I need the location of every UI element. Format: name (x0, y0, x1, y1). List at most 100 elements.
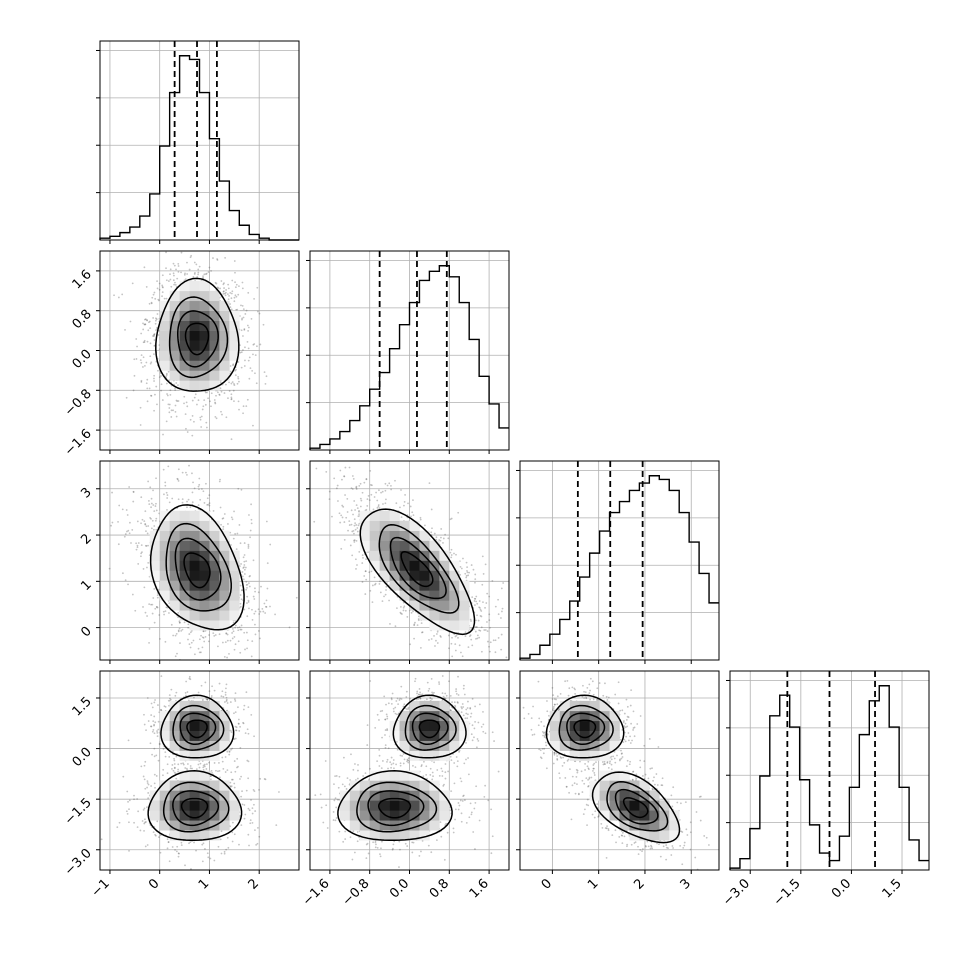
scatter-point (124, 328, 126, 331)
scatter-point (161, 284, 164, 287)
scatter-point (150, 301, 153, 304)
scatter-point (173, 264, 176, 267)
scatter-point (173, 274, 175, 277)
scatter-point (547, 648, 549, 650)
scatter-point (341, 478, 343, 481)
scatter-point (162, 610, 165, 613)
scatter-point (256, 826, 259, 829)
density-cell (219, 330, 230, 341)
scatter-point (243, 542, 246, 544)
scatter-point (186, 273, 189, 275)
scatter-point (478, 629, 481, 632)
density-cell (229, 330, 240, 341)
scatter-point (337, 500, 339, 502)
density-cell (409, 540, 420, 551)
scatter-point (252, 353, 254, 356)
density-cell (189, 540, 200, 551)
scatter-point (155, 528, 158, 531)
scatter-point (265, 375, 268, 378)
scatter-point (248, 844, 250, 847)
scatter-point (501, 607, 504, 610)
scatter-point (177, 400, 180, 402)
scatter-point (231, 637, 234, 640)
scatter-point (168, 407, 171, 409)
scatter-point (249, 529, 252, 532)
scatter-point (265, 606, 268, 608)
scatter-point (202, 630, 205, 633)
scatter-point (224, 291, 227, 294)
density-cell (369, 530, 380, 541)
scatter-point (151, 296, 154, 299)
scatter-point (229, 306, 232, 309)
scatter-point (189, 418, 192, 421)
scatter-point (175, 415, 178, 418)
scatter-point (414, 621, 416, 624)
scatter-point (464, 635, 467, 638)
scatter-point (153, 332, 156, 335)
scatter-point (134, 609, 137, 612)
scatter-point (370, 570, 373, 573)
scatter-point (254, 590, 256, 593)
scatter-point (240, 795, 243, 798)
scatter-point (135, 542, 138, 545)
scatter-point (242, 349, 244, 351)
scatter-point (192, 639, 195, 642)
density-cell (419, 530, 430, 541)
scatter-point (242, 308, 245, 311)
scatter-point (154, 505, 157, 507)
scatter-point (158, 376, 161, 379)
density-cell (229, 610, 240, 621)
histogram-frame-3 (729, 670, 930, 871)
scatter-point (240, 488, 243, 491)
density-cell (399, 550, 410, 561)
scatter-point (361, 554, 364, 557)
scatter-point (217, 845, 220, 848)
density-cell (449, 610, 460, 621)
scatter-point (145, 545, 148, 547)
scatter-point (143, 339, 146, 342)
y-tick-label: 0.0 (70, 347, 95, 372)
scatter-point (231, 279, 234, 282)
y-tick-label: 0.8 (70, 307, 95, 332)
scatter-point (202, 276, 204, 279)
scatter-point (254, 354, 257, 357)
scatter-point (176, 652, 178, 655)
density-cell (229, 320, 240, 331)
scatter-point (240, 563, 242, 565)
scatter-point (150, 394, 152, 397)
scatter-point (152, 504, 155, 506)
scatter-point (165, 374, 168, 376)
scatter-point (223, 392, 226, 394)
scatter-point (152, 528, 155, 531)
density-cell (429, 610, 440, 621)
scatter-point (176, 477, 179, 480)
scatter-point (150, 517, 152, 520)
scatter-point (238, 408, 240, 411)
density-cell (189, 600, 200, 611)
scatter-point (172, 279, 175, 282)
scatter-point (363, 481, 366, 484)
scatter-point (249, 819, 252, 822)
scatter-point (222, 292, 225, 295)
scatter-point (470, 620, 472, 622)
density-cell (179, 330, 190, 341)
scatter-point (457, 511, 460, 514)
scatter-point (177, 270, 180, 273)
density-cell (429, 620, 440, 631)
scatter-point (131, 593, 134, 596)
scatter-point (371, 484, 373, 487)
scatter-point (251, 618, 254, 621)
scatter-point (155, 318, 158, 321)
density-cell (419, 610, 430, 621)
scatter-point (230, 397, 233, 400)
scatter-point (156, 594, 159, 596)
density-cell (159, 540, 170, 551)
scatter-point (239, 602, 242, 605)
scatter-point (150, 302, 153, 305)
scatter-point (206, 391, 208, 394)
y-tick-label: 1 (78, 578, 94, 594)
scatter-point (170, 409, 173, 412)
scatter-point (243, 566, 245, 569)
scatter-point (155, 606, 158, 608)
scatter-point (226, 293, 229, 296)
